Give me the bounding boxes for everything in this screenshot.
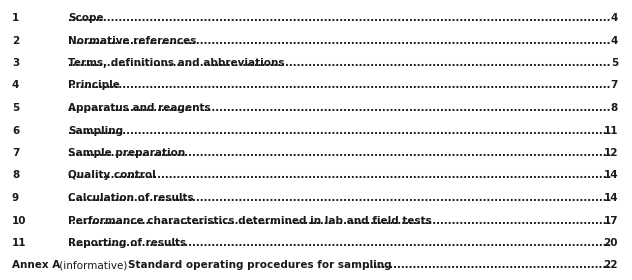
Text: 14: 14 [604, 171, 618, 181]
Text: 22: 22 [604, 260, 618, 270]
Text: 11: 11 [12, 238, 27, 248]
Text: ................................................................................: ........................................… [68, 238, 632, 248]
Text: ................................................................................: ........................................… [366, 260, 632, 270]
Text: 5: 5 [12, 103, 19, 113]
Text: ................................................................................: ........................................… [68, 36, 632, 45]
Text: ................................................................................: ........................................… [68, 171, 632, 181]
Text: ................................................................................: ........................................… [68, 125, 632, 136]
Text: Terms, definitions and abbreviations: Terms, definitions and abbreviations [68, 58, 284, 68]
Text: ................................................................................: ........................................… [68, 193, 632, 203]
Text: Reporting of results: Reporting of results [68, 238, 186, 248]
Text: Principle: Principle [68, 81, 120, 90]
Text: 3: 3 [12, 58, 19, 68]
Text: 9: 9 [12, 193, 19, 203]
Text: 4: 4 [611, 36, 618, 45]
Text: 7: 7 [611, 81, 618, 90]
Text: 12: 12 [604, 148, 618, 158]
Text: 4: 4 [12, 81, 20, 90]
Text: 8: 8 [12, 171, 19, 181]
Text: 8: 8 [611, 103, 618, 113]
Text: 11: 11 [604, 125, 618, 136]
Text: Quality control: Quality control [68, 171, 155, 181]
Text: ................................................................................: ........................................… [68, 13, 632, 23]
Text: 7: 7 [12, 148, 20, 158]
Text: Normative references: Normative references [68, 36, 197, 45]
Text: 10: 10 [12, 216, 27, 225]
Text: 6: 6 [12, 125, 19, 136]
Text: 4: 4 [611, 13, 618, 23]
Text: Sampling: Sampling [68, 125, 123, 136]
Text: Calculation of results: Calculation of results [68, 193, 193, 203]
Text: ................................................................................: ........................................… [68, 58, 632, 68]
Text: 5: 5 [611, 58, 618, 68]
Text: Sample preparation: Sample preparation [68, 148, 185, 158]
Text: 20: 20 [604, 238, 618, 248]
Text: (informative): (informative) [56, 260, 131, 270]
Text: Performance characteristics determined in lab and field tests: Performance characteristics determined i… [68, 216, 432, 225]
Text: Standard operating procedures for sampling: Standard operating procedures for sampli… [128, 260, 392, 270]
Text: 14: 14 [604, 193, 618, 203]
Text: 17: 17 [604, 216, 618, 225]
Text: ................................................................................: ........................................… [68, 103, 632, 113]
Text: 2: 2 [12, 36, 19, 45]
Text: 1: 1 [12, 13, 19, 23]
Text: ................................................................................: ........................................… [68, 81, 632, 90]
Text: Apparatus and reagents: Apparatus and reagents [68, 103, 210, 113]
Text: Annex A: Annex A [12, 260, 60, 270]
Text: ................................................................................: ........................................… [68, 216, 632, 225]
Text: ................................................................................: ........................................… [68, 148, 632, 158]
Text: Scope: Scope [68, 13, 104, 23]
